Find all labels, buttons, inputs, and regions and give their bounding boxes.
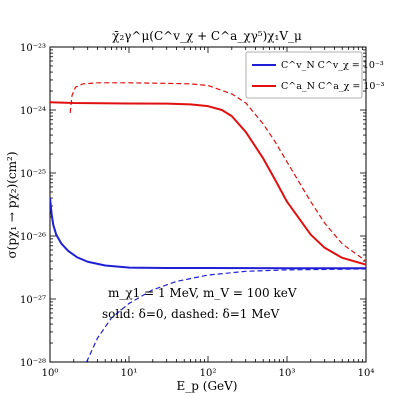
y-tick-label: 10⁻²³ — [20, 43, 46, 54]
series-line-1 — [85, 268, 366, 362]
annotation-masses: m_χ1 = 1 MeV, m_V = 100 keV — [108, 286, 297, 300]
chart-title: χ̄₂γ^μ(C^v_χ + C^a_χγ⁵)χ₁V_μ — [112, 29, 302, 43]
x-tick-labels: 10⁰ 10¹ 10² 10³ 10⁴ — [42, 368, 375, 379]
y-tick-label: 10⁻²⁷ — [20, 295, 46, 306]
x-tick-label: 10³ — [279, 368, 296, 379]
series-layer — [50, 82, 366, 362]
legend: C^v_N C^v_χ = 10⁻³ C^a_N C^a_χ = 10⁻³ — [245, 51, 384, 99]
legend-label-axial: C^a_N C^a_χ = 10⁻³ — [281, 81, 384, 92]
x-tick-label: 10² — [200, 368, 217, 379]
y-tick-label: 10⁻²⁵ — [20, 169, 46, 180]
y-axis-label: σ(pχ₁ → pχ₂)(cm²) — [5, 151, 19, 258]
series-line-2 — [50, 101, 366, 266]
y-tick-label: 10⁻²⁶ — [20, 232, 46, 243]
series-line-3 — [69, 82, 366, 262]
annotation-line-styles: solid: δ=0, dashed: δ=1 MeV — [102, 307, 280, 321]
y-tick-label: 10⁻²⁴ — [20, 106, 46, 117]
x-tick-label: 10⁰ — [42, 368, 59, 379]
x-axis-label: E_p (GeV) — [177, 379, 238, 393]
legend-label-vector: C^v_N C^v_χ = 10⁻³ — [281, 60, 384, 71]
series-line-0 — [50, 197, 366, 270]
x-tick-label: 10⁴ — [358, 368, 375, 379]
axis-ticks — [49, 46, 367, 363]
y-tick-labels: 10⁻²⁸ 10⁻²⁷ 10⁻²⁶ 10⁻²⁵ 10⁻²⁴ 10⁻²³ — [20, 43, 46, 369]
y-tick-label: 10⁻²⁸ — [20, 358, 46, 369]
x-tick-label: 10¹ — [121, 368, 138, 379]
